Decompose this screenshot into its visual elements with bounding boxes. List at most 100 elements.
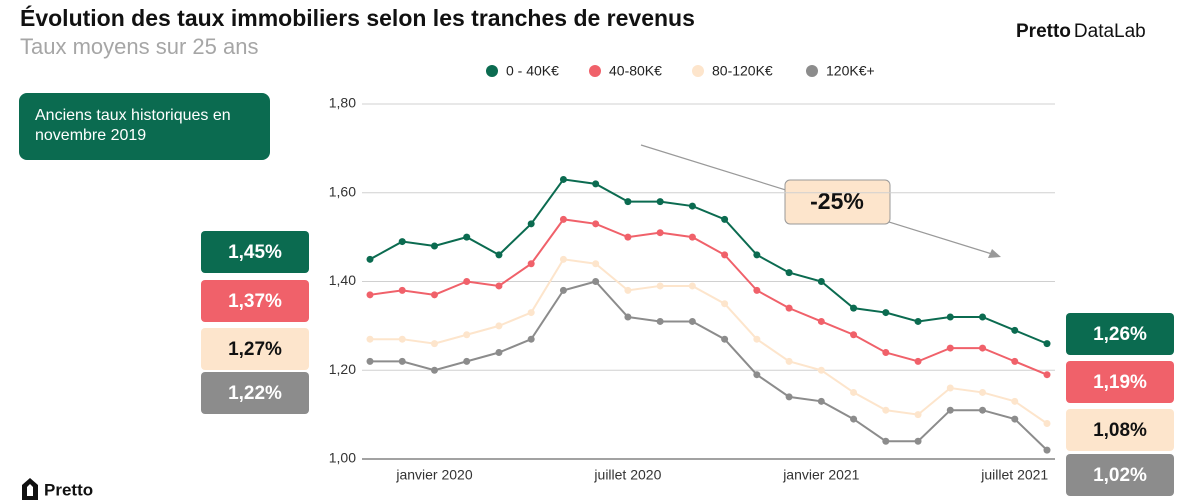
series-point (366, 291, 374, 299)
value-badge (1066, 454, 1174, 496)
series-point (882, 309, 890, 317)
series-point (656, 282, 664, 290)
value-label: 1,19% (1093, 372, 1147, 393)
series-point (688, 233, 696, 241)
value-badge (1066, 313, 1174, 355)
brand-regular: DataLab (1074, 21, 1146, 42)
series-point (785, 269, 793, 277)
series-point (882, 406, 890, 414)
change-label: -25% (810, 188, 864, 214)
series-point (624, 286, 632, 294)
logo-text: Pretto (44, 480, 93, 499)
series-point (366, 255, 374, 263)
series-point (624, 233, 632, 241)
series-point (753, 371, 761, 379)
series-point (1043, 446, 1051, 454)
series-point (785, 393, 793, 401)
series-point (979, 313, 987, 321)
series-line (370, 258, 1048, 425)
series-point (624, 313, 632, 321)
series-point (753, 335, 761, 343)
series-point (592, 180, 600, 188)
series-point (463, 278, 471, 285)
y-tick-label: 1,00 (329, 450, 356, 466)
series-point (1011, 326, 1019, 334)
series-point (430, 366, 438, 374)
legend-label: 80-120K€ (712, 63, 773, 79)
value-label: 1,26% (1093, 324, 1147, 345)
value-badge (1066, 409, 1174, 451)
brand-bold: Pretto (1016, 21, 1071, 42)
series-point (398, 335, 406, 343)
series-point (527, 220, 535, 228)
value-label: 1,37% (228, 291, 282, 312)
series-point (1043, 371, 1051, 379)
legend-label: 0 - 40K€ (506, 63, 559, 79)
x-tick-label: juillet 2021 (980, 467, 1048, 483)
value-badge (201, 280, 309, 322)
x-tick-label: janvier 2021 (782, 467, 859, 483)
series-point (495, 251, 503, 259)
series-point (430, 340, 438, 348)
legend-swatch (806, 65, 818, 77)
series-point (398, 357, 406, 365)
series-point (624, 198, 632, 206)
series-point (592, 260, 600, 268)
series-point (882, 437, 890, 445)
series-point (721, 215, 729, 223)
value-badge (201, 231, 309, 273)
series-point (785, 357, 793, 365)
series-point (527, 335, 535, 343)
chart-title: Évolution des taux immobiliers selon les… (20, 4, 695, 31)
series-point (366, 335, 374, 343)
series-point (1043, 420, 1051, 427)
series-point (914, 357, 922, 365)
legend-swatch (589, 65, 601, 77)
series-point (946, 344, 954, 352)
series-point (785, 304, 793, 312)
trend-arrowhead (988, 249, 1001, 258)
series-point (882, 349, 890, 356)
series-point (398, 238, 406, 246)
series-point (688, 282, 696, 290)
series-point (1011, 357, 1019, 365)
series-point (817, 366, 825, 374)
series-point (979, 344, 987, 352)
series-point (753, 286, 761, 294)
series-point (559, 175, 567, 183)
series-point (946, 313, 954, 321)
series-point (559, 255, 567, 263)
y-tick-label: 1,80 (329, 95, 356, 111)
value-badge (1066, 361, 1174, 403)
legend-label: 40-80K€ (609, 63, 662, 79)
x-tick-label: juillet 2020 (593, 467, 661, 483)
logo-icon (22, 478, 38, 500)
series-line (369, 218, 1048, 376)
series-point (946, 406, 954, 414)
series-line (370, 280, 1048, 451)
brand: Pretto DataLab (1016, 21, 1146, 42)
series-point (817, 278, 825, 285)
series-point (817, 397, 825, 405)
legend-swatch (486, 65, 498, 77)
series-point (1011, 397, 1019, 405)
series-point (495, 282, 503, 290)
chart-subtitle: Taux moyens sur 25 ans (20, 34, 258, 59)
series-point (656, 229, 664, 237)
series-point (463, 357, 471, 365)
series-point (817, 317, 825, 325)
series-point (592, 278, 600, 285)
series-point (656, 317, 664, 325)
legend-label: 120K€+ (826, 63, 875, 79)
series-point (979, 406, 987, 414)
value-badge (201, 372, 309, 414)
series-point (850, 304, 858, 312)
series-point (946, 384, 954, 392)
series-point (1043, 340, 1051, 348)
series-point (463, 233, 471, 241)
note-badge: Anciens taux historiques en novembre 201… (19, 93, 270, 160)
series-point (430, 242, 438, 250)
series-point (366, 357, 374, 365)
series-line (369, 178, 1048, 345)
